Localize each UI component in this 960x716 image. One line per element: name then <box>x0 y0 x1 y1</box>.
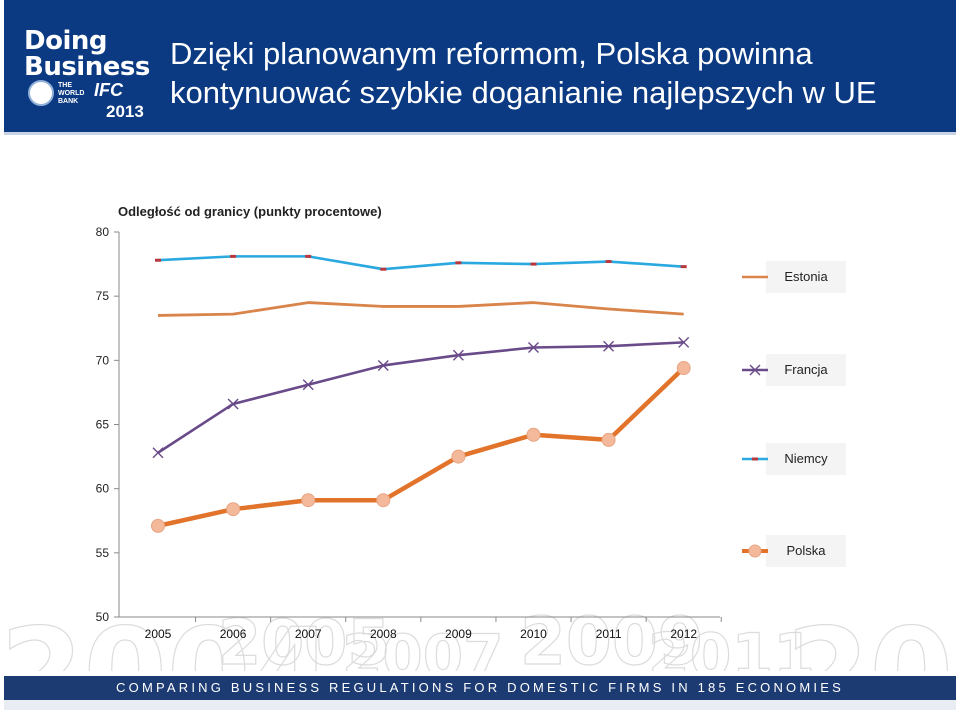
watermark-year-2004: 2004 <box>0 604 334 671</box>
logo-ifc-text: IFC <box>94 80 123 100</box>
x-tick-label: 2006 <box>220 627 247 641</box>
year-watermark: 200420052007200920112013 <box>0 602 960 671</box>
legend-marker-francja <box>749 364 761 376</box>
y-tick-label: 75 <box>96 289 110 303</box>
legend-box-francja <box>766 354 846 386</box>
legend-item-francja: Francja <box>742 354 846 386</box>
data-point-polska <box>676 361 691 376</box>
chart-axes: 50 55 60 65 70 75 80 2005 2006 2007 2008 2009 2010 20… <box>96 225 722 641</box>
legend-box-polska <box>766 535 846 567</box>
watermark-year-2013: 2013 <box>786 604 960 671</box>
legend-label-polska: Polska <box>786 543 826 558</box>
chart-series <box>151 254 691 533</box>
legend-marker-polska <box>748 544 762 558</box>
data-point-polska <box>526 427 541 442</box>
y-tick-label: 70 <box>96 353 110 367</box>
y-tick-label: 55 <box>96 546 110 560</box>
legend-label-niemcy: Niemcy <box>784 451 828 466</box>
chart-legend: Estonia Francja Niemcy Polska <box>742 261 846 567</box>
logo-business-text: Business <box>24 52 150 82</box>
data-point-francja <box>452 349 464 361</box>
x-tick-label: 2009 <box>445 627 472 641</box>
x-tick-label: 2011 <box>596 627 622 641</box>
series-line-polska <box>157 366 686 529</box>
header-divider <box>4 132 956 135</box>
line-chart: 200420052007200920112013 Odległość od gr… <box>0 204 960 671</box>
footer-banner: COMPARING BUSINESS REGULATIONS FOR DOMES… <box>4 676 956 700</box>
data-point-polska <box>301 493 316 508</box>
watermark-year-2007: 2007 <box>342 622 503 671</box>
logo-world-bank-text: THE WORLD BANK <box>58 82 85 105</box>
y-tick-label: 50 <box>96 610 110 624</box>
page-title-line-2: kontynuować szybkie doganianie najlepszy… <box>170 75 877 110</box>
logo-doing-text: Doing <box>24 26 107 56</box>
watermark-year-2011: 2011 <box>648 621 815 671</box>
x-tick-label: 2008 <box>370 627 397 641</box>
series-francja <box>152 336 690 459</box>
page-title-line-1: Dzięki planowanym reformom, Polska powin… <box>170 36 813 71</box>
series-niemcy <box>155 254 687 271</box>
data-point-francja <box>678 336 690 348</box>
data-point-francja <box>603 340 615 352</box>
data-point-polska <box>451 449 466 464</box>
logo-year-text: 2013 <box>106 102 144 121</box>
data-point-francja <box>377 359 389 371</box>
data-point-polska <box>151 518 165 533</box>
legend-item-niemcy: Niemcy <box>742 443 846 475</box>
chart-title: Odległość od granicy (punkty procentowe) <box>118 204 382 219</box>
x-tick-label: 2012 <box>670 627 697 641</box>
watermark-year-2005: 2005 <box>218 606 391 671</box>
legend-box-niemcy <box>766 443 846 475</box>
doing-business-logo: Doing Business THE WORLD BANK IFC 2013 <box>18 14 154 126</box>
y-tick-label: 60 <box>96 482 110 496</box>
series-line-estonia <box>157 301 684 317</box>
legend-label-estonia: Estonia <box>784 269 828 284</box>
footer-tagline: COMPARING BUSINESS REGULATIONS FOR DOMES… <box>116 680 844 695</box>
data-point-francja <box>227 398 239 410</box>
data-point-polska <box>226 502 241 517</box>
footer-strip <box>4 700 956 710</box>
data-point-francja <box>528 342 539 353</box>
x-tick-label: 2005 <box>145 627 172 641</box>
legend-box-estonia <box>766 261 846 293</box>
series-polska <box>151 361 691 533</box>
y-tick-label: 65 <box>96 418 110 432</box>
legend-item-polska: Polska <box>742 535 846 567</box>
legend-label-francja: Francja <box>784 362 828 377</box>
legend-item-estonia: Estonia <box>742 261 846 293</box>
series-estonia <box>157 301 684 317</box>
y-tick-label: 80 <box>96 225 110 239</box>
x-tick-label: 2010 <box>520 627 547 641</box>
world-bank-globe-icon <box>28 80 54 106</box>
data-point-polska <box>376 493 391 508</box>
header-banner: Doing Business THE WORLD BANK IFC 2013 D… <box>4 0 956 132</box>
x-tick-label: 2007 <box>295 627 322 641</box>
data-point-francja <box>302 379 314 391</box>
watermark-year-2009: 2009 <box>520 603 704 671</box>
series-line-francja <box>157 341 684 454</box>
series-line-niemcy <box>157 255 684 271</box>
page-title: Dzięki planowanym reformom, Polska powin… <box>170 34 960 112</box>
data-point-francja <box>152 447 164 459</box>
data-point-polska <box>601 432 616 447</box>
